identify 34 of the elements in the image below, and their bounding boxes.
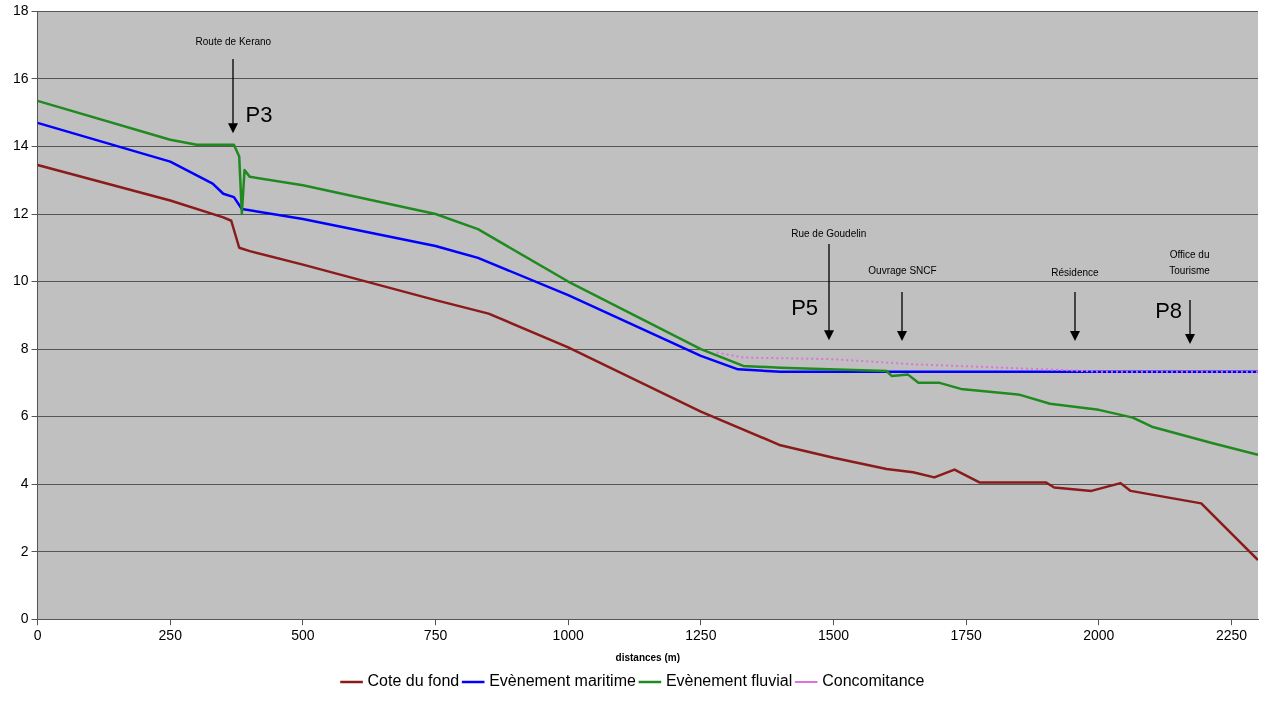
annotation: P8: [1155, 297, 1183, 323]
y-tick-label: 10: [12, 272, 29, 289]
x-tick-label: 2250: [1215, 627, 1248, 644]
legend-label: Evènement fluvial: [665, 672, 793, 690]
x-tick-label: 2000: [1083, 627, 1115, 644]
annotation: Résidence: [1051, 266, 1099, 278]
y-tick-label: 16: [12, 69, 29, 86]
y-tick-label: 8: [20, 339, 29, 356]
x-tick-label: 1000: [552, 627, 584, 644]
y-tick-label: 2: [20, 542, 29, 559]
annotation: P5: [791, 294, 819, 320]
annotation: Office du Tourisme: [1169, 248, 1211, 276]
x-axis-title: distances (m): [615, 651, 681, 663]
legend-label: Concomitance: [822, 672, 925, 690]
x-tick-label: 250: [158, 627, 183, 644]
x-tick-label: 1750: [950, 627, 982, 644]
annotation: Route de Kerano: [195, 35, 272, 47]
annotation: Ouvrage SNCF: [868, 265, 937, 277]
x-tick-label: 1250: [685, 627, 717, 644]
x-tick-label: 750: [423, 627, 448, 644]
annotation: Rue de Goudelin: [791, 228, 867, 240]
y-tick-label: 4: [20, 474, 29, 491]
y-tick-label: 6: [20, 407, 29, 424]
annotation: P3: [245, 102, 273, 128]
legend-label: Evènement maritime: [489, 672, 636, 690]
x-tick-label: 0: [33, 627, 42, 644]
y-tick-label: 0: [20, 610, 29, 627]
x-tick-label: 1500: [817, 627, 850, 644]
y-tick-label: 18: [12, 2, 29, 19]
x-tick-label: 500: [291, 627, 315, 644]
y-tick-label: 12: [12, 204, 29, 221]
y-tick-label: 14: [12, 137, 29, 154]
line-series: [715, 351, 1258, 373]
legend-label: Cote du fond: [367, 672, 460, 690]
